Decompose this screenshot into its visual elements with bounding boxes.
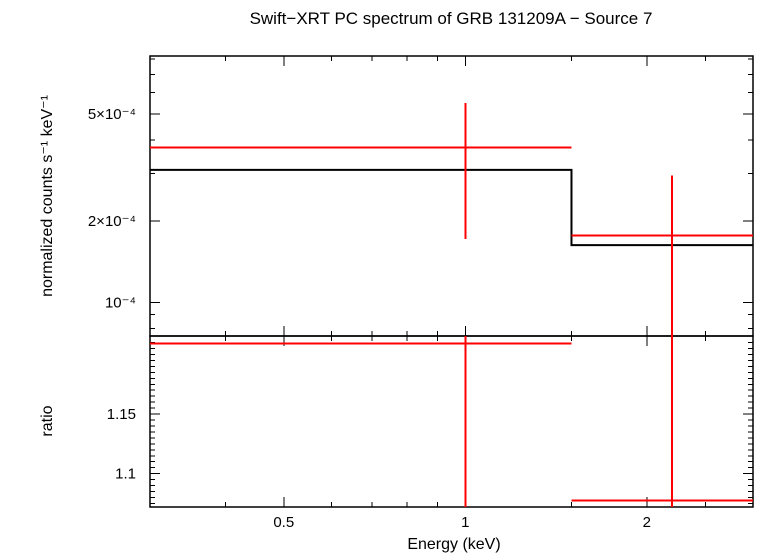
- model-step-line: [150, 168, 753, 247]
- x-tick-label: 0.5: [273, 514, 294, 531]
- ratio-y-tick-label: 1.15: [107, 406, 136, 423]
- chart-title: Swift−XRT PC spectrum of GRB 131209A − S…: [250, 9, 653, 28]
- bottom-panel-frame: [149, 335, 754, 508]
- top-y-tick-label: 2×10⁻⁴: [88, 213, 136, 230]
- bottom-y-axis-label: ratio: [39, 405, 56, 436]
- x-axis-label: Energy (keV): [407, 536, 500, 553]
- top-y-tick-label: 10⁻⁴: [105, 294, 136, 311]
- top-panel-frame: [149, 55, 754, 337]
- top-y-tick-label: 5×10⁻⁴: [88, 106, 136, 123]
- x-tick-label: 1: [461, 514, 469, 531]
- top-y-axis-label: normalized counts s⁻¹ keV⁻¹: [39, 95, 56, 297]
- x-tick-label: 2: [643, 514, 651, 531]
- ratio-y-tick-label: 1.1: [115, 466, 136, 483]
